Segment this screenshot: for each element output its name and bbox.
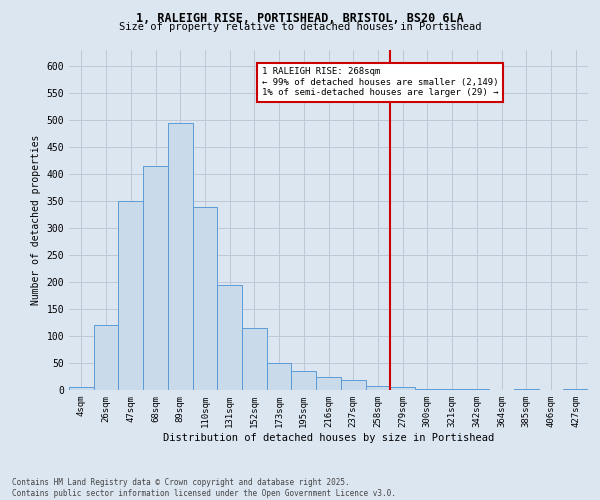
Bar [563, 389, 588, 390]
Text: 1, RALEIGH RISE, PORTISHEAD, BRISTOL, BS20 6LA: 1, RALEIGH RISE, PORTISHEAD, BRISTOL, BS… [136, 12, 464, 26]
X-axis label: Distribution of detached houses by size in Portishead: Distribution of detached houses by size … [163, 432, 494, 442]
Bar [390, 387, 415, 390]
Text: 1 RALEIGH RISE: 268sqm
← 99% of detached houses are smaller (2,149)
1% of semi-d: 1 RALEIGH RISE: 268sqm ← 99% of detached… [262, 68, 498, 97]
Bar [69, 388, 94, 390]
Bar [193, 206, 217, 390]
Bar [118, 201, 143, 390]
Bar [316, 376, 341, 390]
Bar [168, 123, 193, 390]
Text: Size of property relative to detached houses in Portishead: Size of property relative to detached ho… [119, 22, 481, 32]
Bar [267, 363, 292, 390]
Bar [292, 371, 316, 390]
Bar [341, 380, 365, 390]
Bar [365, 386, 390, 390]
Bar [94, 325, 118, 390]
Bar [143, 166, 168, 390]
Bar [217, 285, 242, 390]
Text: Contains HM Land Registry data © Crown copyright and database right 2025.
Contai: Contains HM Land Registry data © Crown c… [12, 478, 396, 498]
Y-axis label: Number of detached properties: Number of detached properties [31, 135, 41, 305]
Bar [415, 389, 440, 390]
Bar [242, 328, 267, 390]
